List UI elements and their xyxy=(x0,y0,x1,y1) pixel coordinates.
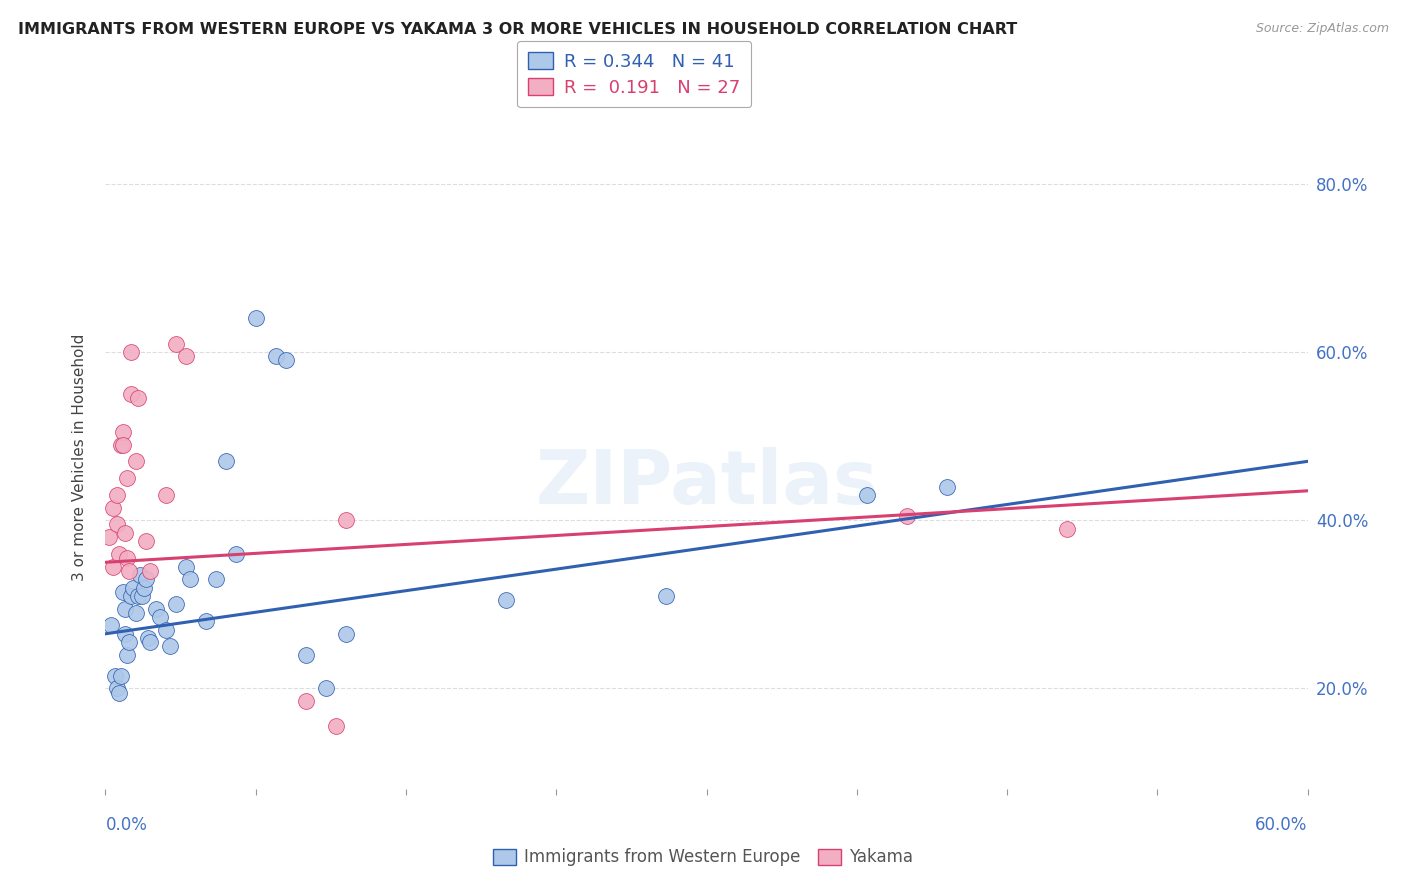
Point xyxy=(107,488,129,502)
Legend: Immigrants from Western Europe, Yakama: Immigrants from Western Europe, Yakama xyxy=(486,842,920,873)
Point xyxy=(104,669,127,683)
Point xyxy=(214,454,236,468)
Point xyxy=(225,547,247,561)
Point xyxy=(204,572,226,586)
Point xyxy=(855,488,877,502)
Point xyxy=(264,349,287,363)
Point xyxy=(138,564,160,578)
Point xyxy=(245,311,267,326)
Point xyxy=(155,623,177,637)
Text: Source: ZipAtlas.com: Source: ZipAtlas.com xyxy=(1256,22,1389,36)
Point xyxy=(114,627,136,641)
Point xyxy=(117,471,139,485)
Point xyxy=(315,681,337,696)
Point xyxy=(122,581,145,595)
Point xyxy=(148,610,170,624)
Point xyxy=(114,601,136,615)
Point xyxy=(103,500,125,515)
Point xyxy=(136,631,159,645)
Point xyxy=(335,513,357,527)
Point xyxy=(117,551,139,566)
Point xyxy=(145,601,167,615)
Point xyxy=(124,606,146,620)
Point xyxy=(896,509,918,524)
Point xyxy=(127,589,149,603)
Point xyxy=(135,572,157,586)
Legend: R = 0.344   N = 41, R =  0.191   N = 27: R = 0.344 N = 41, R = 0.191 N = 27 xyxy=(517,41,751,107)
Point xyxy=(655,589,678,603)
Y-axis label: 3 or more Vehicles in Household: 3 or more Vehicles in Household xyxy=(72,334,87,581)
Point xyxy=(100,618,122,632)
Point xyxy=(107,517,129,532)
Point xyxy=(114,525,136,540)
Point xyxy=(159,640,181,654)
Point xyxy=(174,349,197,363)
Point xyxy=(138,635,160,649)
Point xyxy=(174,559,197,574)
Point xyxy=(117,648,139,662)
Point xyxy=(179,572,201,586)
Point xyxy=(118,564,141,578)
Text: 0.0%: 0.0% xyxy=(105,816,148,834)
Point xyxy=(128,568,150,582)
Point xyxy=(295,694,318,708)
Point xyxy=(1056,522,1078,536)
Point xyxy=(103,559,125,574)
Point xyxy=(124,454,146,468)
Point xyxy=(110,669,132,683)
Point xyxy=(295,648,318,662)
Point xyxy=(335,627,357,641)
Point xyxy=(110,437,132,451)
Point xyxy=(135,534,157,549)
Point xyxy=(936,480,959,494)
Point xyxy=(112,584,135,599)
Point xyxy=(127,391,149,405)
Point xyxy=(108,686,131,700)
Point xyxy=(274,353,297,368)
Point xyxy=(495,593,517,607)
Text: 60.0%: 60.0% xyxy=(1256,816,1308,834)
Point xyxy=(194,614,217,628)
Point xyxy=(132,581,155,595)
Point xyxy=(165,598,187,612)
Point xyxy=(131,589,153,603)
Point xyxy=(121,345,143,359)
Point xyxy=(107,681,129,696)
Point xyxy=(325,719,347,733)
Point xyxy=(98,530,121,544)
Point xyxy=(112,425,135,439)
Point xyxy=(165,336,187,351)
Point xyxy=(118,635,141,649)
Text: IMMIGRANTS FROM WESTERN EUROPE VS YAKAMA 3 OR MORE VEHICLES IN HOUSEHOLD CORRELA: IMMIGRANTS FROM WESTERN EUROPE VS YAKAMA… xyxy=(18,22,1018,37)
Point xyxy=(121,387,143,401)
Point xyxy=(108,547,131,561)
Point xyxy=(155,488,177,502)
Point xyxy=(121,589,143,603)
Text: ZIPatlas: ZIPatlas xyxy=(536,447,877,520)
Point xyxy=(112,437,135,451)
